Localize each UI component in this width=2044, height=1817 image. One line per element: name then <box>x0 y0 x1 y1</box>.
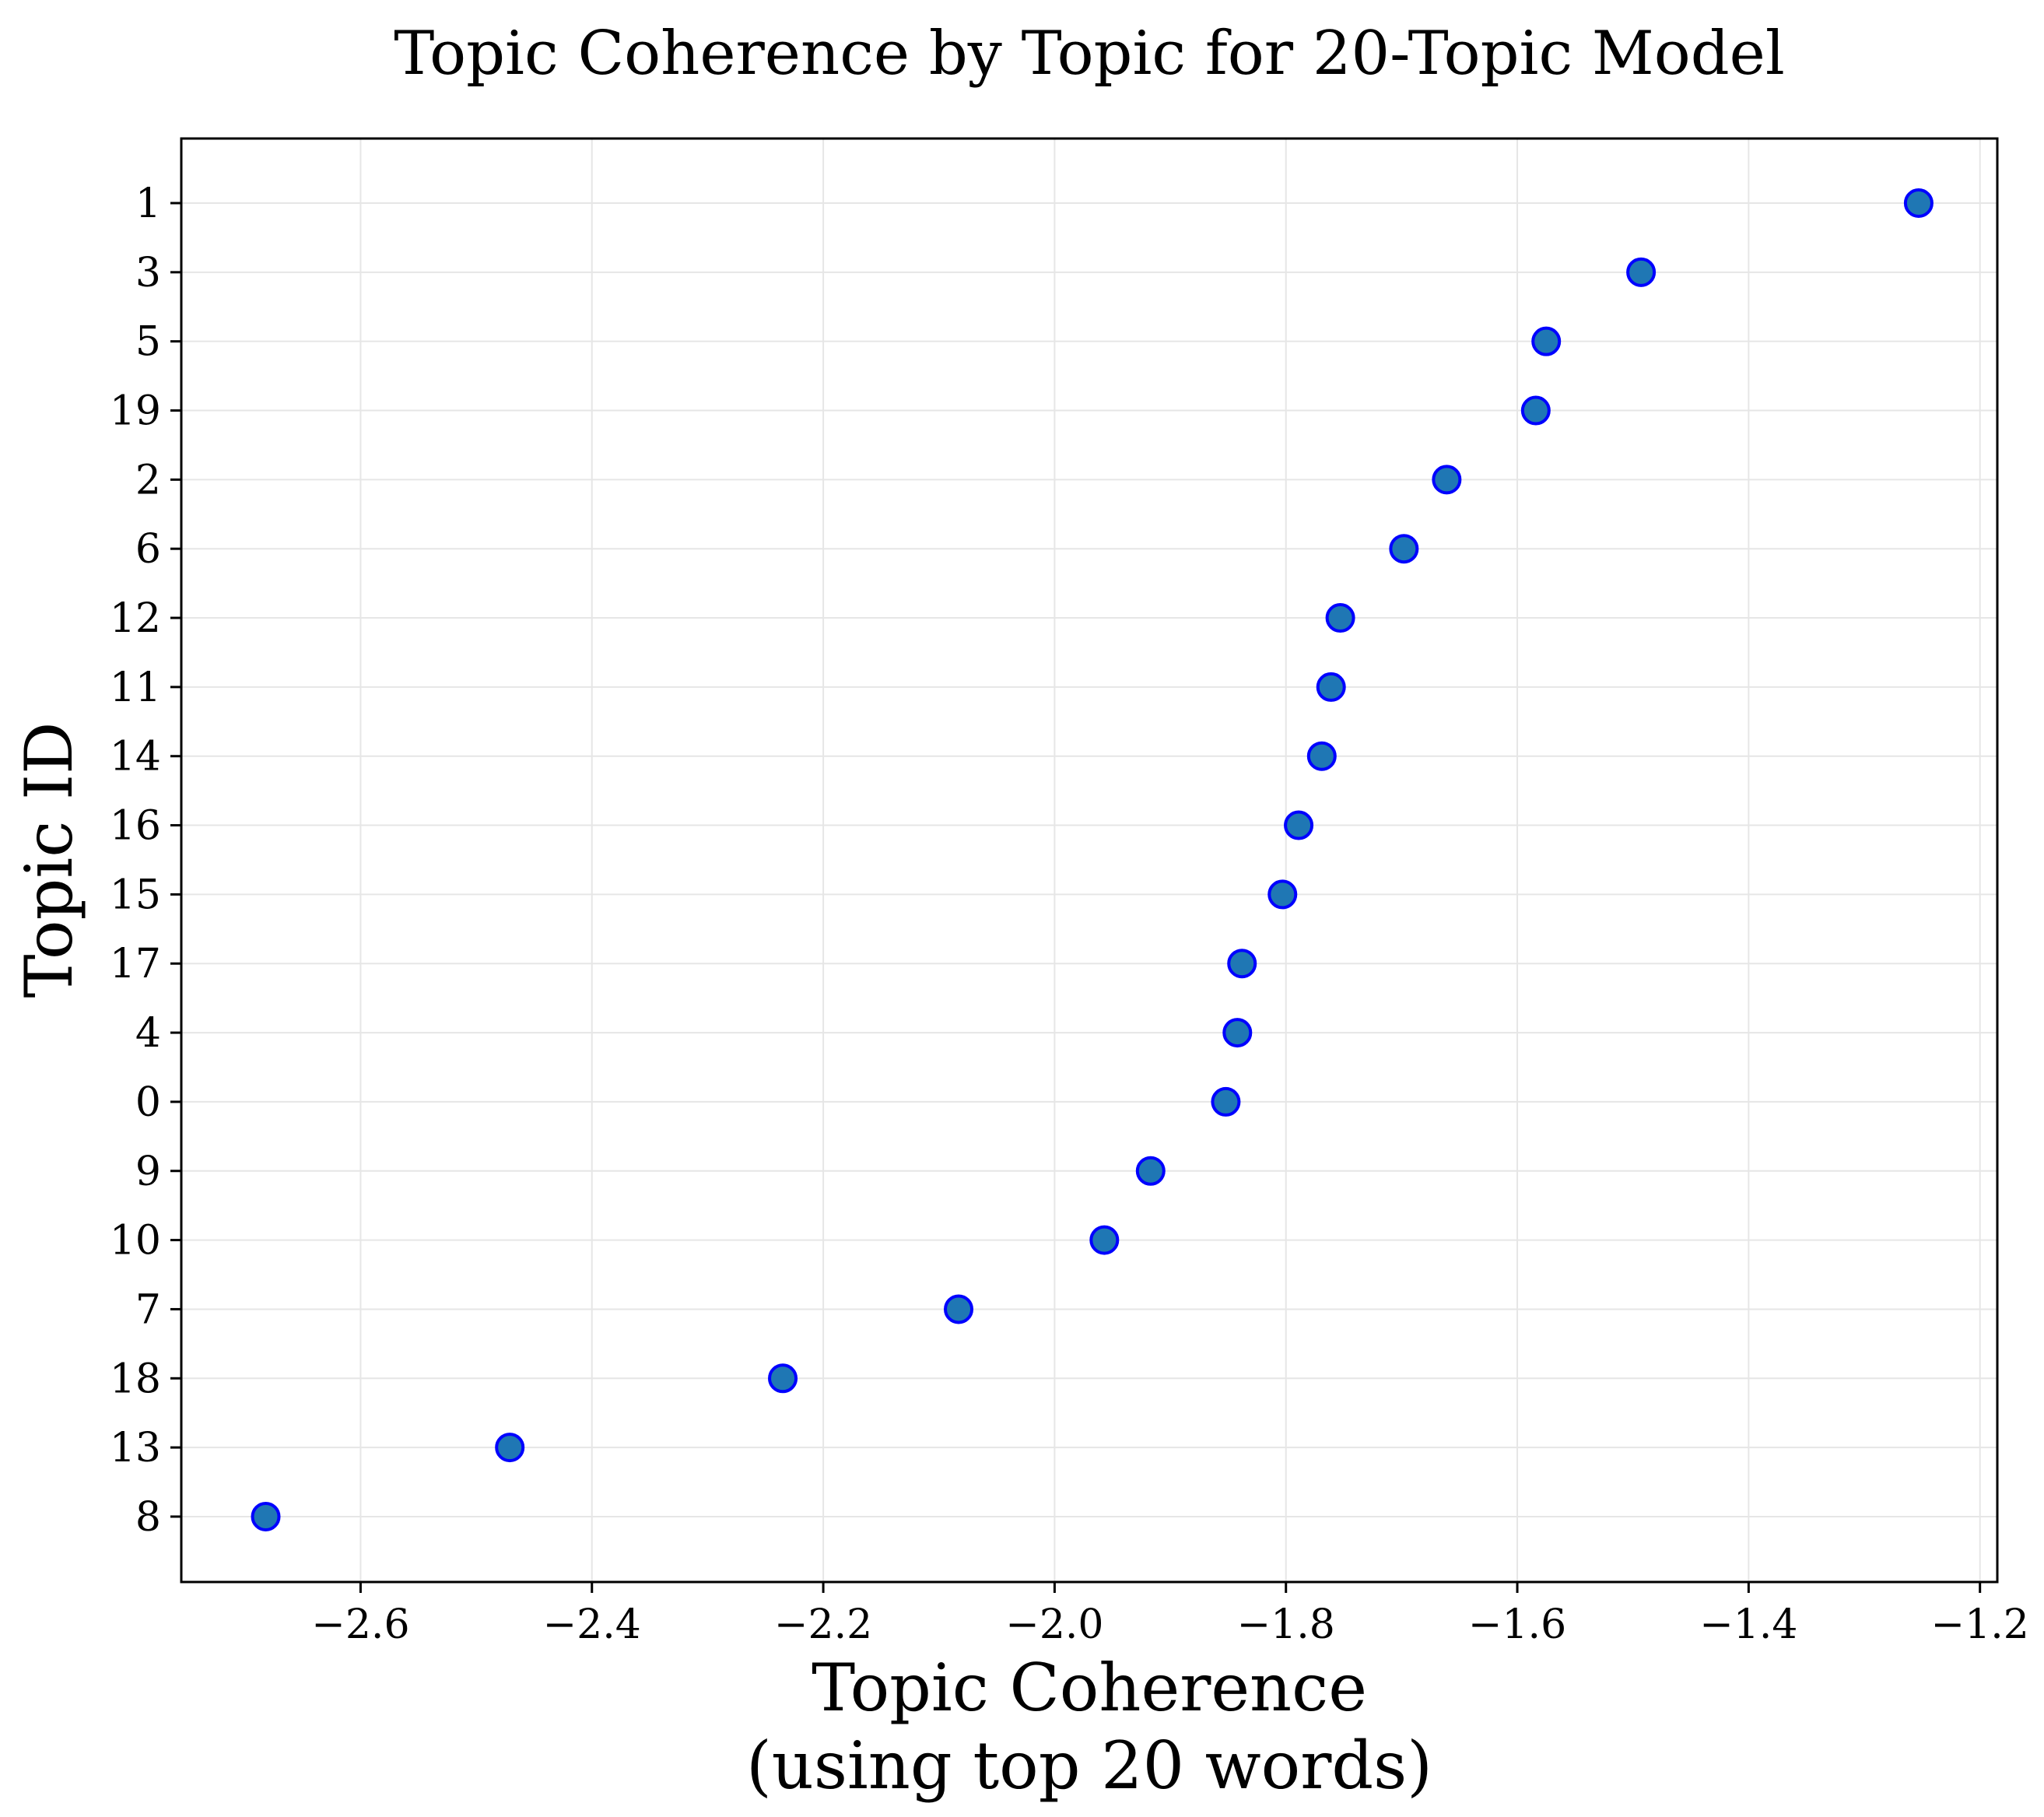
chart-title: Topic Coherence by Topic for 20-Topic Mo… <box>394 19 1785 89</box>
y-tick-label: 18 <box>110 1356 161 1402</box>
y-tick-label: 6 <box>135 526 161 573</box>
x-tick-label: −1.4 <box>1699 1601 1797 1648</box>
x-tick-label: −2.2 <box>774 1601 872 1648</box>
y-tick-label: 12 <box>110 595 161 642</box>
x-axis-label-line-2: (using top 20 words) <box>746 1728 1432 1804</box>
data-point-topic-2 <box>1432 465 1462 495</box>
y-tick-label: 19 <box>110 388 161 435</box>
y-tick-label: 16 <box>110 803 161 850</box>
x-tick-label: −1.8 <box>1237 1601 1335 1648</box>
x-tick-label: −1.2 <box>1931 1601 2029 1648</box>
data-point-topic-0 <box>1211 1086 1241 1117</box>
data-point-topic-16 <box>1284 810 1314 840</box>
data-point-topic-6 <box>1389 534 1419 564</box>
data-point-topic-10 <box>1089 1225 1120 1255</box>
y-tick-label: 3 <box>135 250 161 296</box>
data-point-topic-13 <box>495 1433 525 1463</box>
data-points <box>251 188 1934 1531</box>
y-tick-label: 17 <box>110 941 161 987</box>
y-axis-label: Topic ID <box>11 722 87 998</box>
y-tick-label: 11 <box>110 665 161 711</box>
y-tick-label: 5 <box>135 319 161 366</box>
data-point-topic-17 <box>1227 949 1257 979</box>
grid-lines <box>181 139 1997 1582</box>
data-point-topic-8 <box>251 1501 281 1531</box>
data-point-topic-7 <box>944 1294 974 1324</box>
y-tick-label: 14 <box>110 734 161 780</box>
x-tick-label: −2.0 <box>1005 1601 1103 1648</box>
y-tick-label: 2 <box>135 457 161 503</box>
data-point-topic-18 <box>768 1363 798 1394</box>
data-point-topic-14 <box>1306 741 1337 771</box>
x-axis-ticks: −2.6 −2.4 −2.2 −2.0 −1.8 −1.6 −1.4 −1.2 <box>311 1582 2029 1648</box>
data-point-topic-19 <box>1520 395 1551 426</box>
x-tick-label: −1.6 <box>1468 1601 1566 1648</box>
data-point-topic-12 <box>1325 603 1355 633</box>
y-tick-label: 7 <box>135 1286 161 1333</box>
data-point-topic-15 <box>1267 879 1298 910</box>
data-point-topic-5 <box>1531 326 1562 356</box>
data-point-topic-9 <box>1135 1156 1166 1186</box>
x-tick-label: −2.6 <box>311 1601 409 1648</box>
data-point-topic-4 <box>1222 1018 1253 1048</box>
x-tick-label: −2.4 <box>543 1601 641 1648</box>
data-point-topic-1 <box>1903 188 1934 218</box>
x-axis-label-line-1: Topic Coherence <box>812 1650 1367 1726</box>
y-tick-label: 8 <box>135 1494 161 1541</box>
y-tick-label: 9 <box>135 1149 161 1195</box>
y-tick-label: 4 <box>135 1010 161 1057</box>
y-tick-label: 0 <box>135 1079 161 1126</box>
y-tick-label: 15 <box>110 872 161 918</box>
data-point-topic-3 <box>1626 257 1657 287</box>
y-tick-label: 10 <box>110 1218 161 1265</box>
y-tick-label: 13 <box>110 1425 161 1471</box>
plot-frame <box>180 137 1999 1584</box>
data-point-topic-11 <box>1316 672 1346 702</box>
y-tick-label: 1 <box>135 181 161 227</box>
